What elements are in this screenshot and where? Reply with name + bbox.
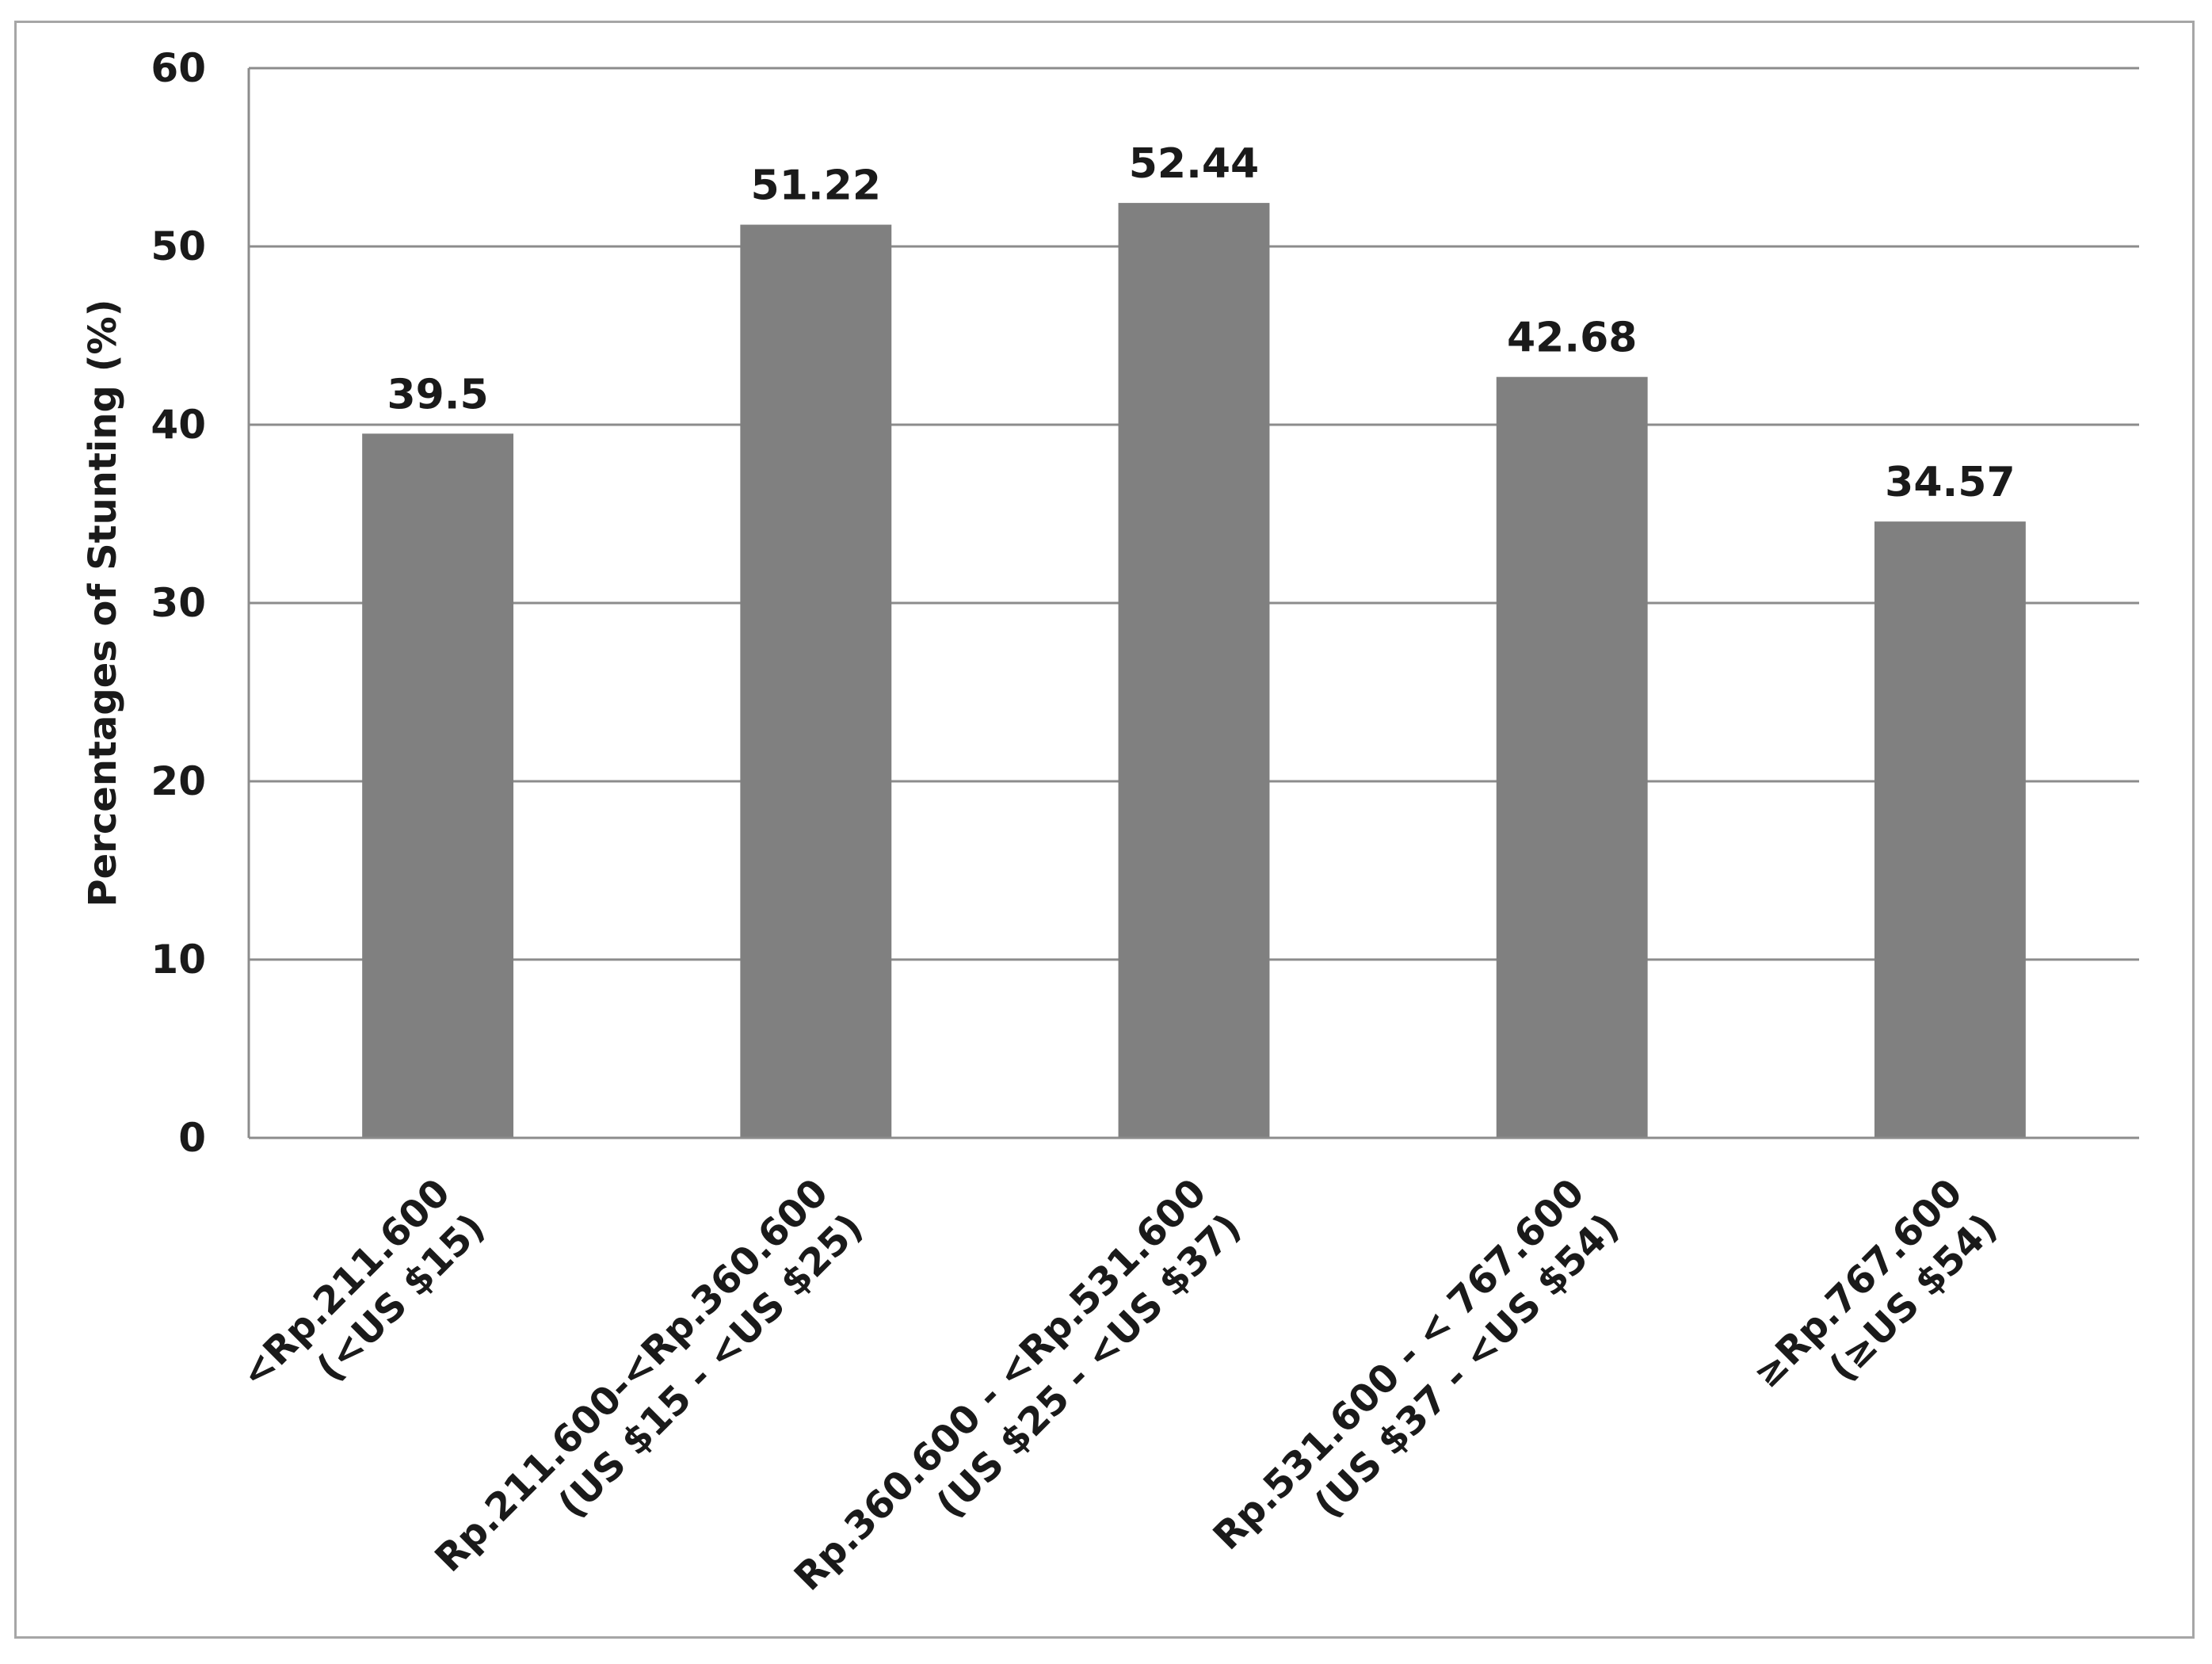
data-label: 52.44 [1129, 140, 1259, 188]
x-category-label-line2: (US $37 - <US $54) [1306, 1205, 1627, 1527]
bar [362, 433, 514, 1138]
x-category-label: <Rp.211.600(<US $15) [232, 1170, 494, 1397]
data-labels: 39.5 51.22 52.44 42.68 34.57 [387, 140, 2015, 506]
x-category-labels: <Rp.211.600(<US $15)Rp.211.600-<Rp.360.6… [232, 1170, 2006, 1600]
bar [740, 224, 892, 1138]
x-category-label: ≥Rp.767.600(≥US $54) [1745, 1170, 2006, 1397]
data-label: 51.22 [751, 162, 881, 210]
y-tick-label: 60 [151, 45, 206, 91]
y-axis-title: Percentages of Stunting (%) [81, 299, 125, 906]
x-category-label: Rp.531.600 - < 767.600(US $37 - <US $54) [1205, 1170, 1628, 1559]
data-label: 39.5 [387, 371, 488, 418]
x-category-label-line2: (US $15 - <US $25) [550, 1205, 871, 1527]
y-tick-label: 10 [151, 937, 206, 983]
data-label: 34.57 [1885, 459, 2015, 506]
y-tick-label: 30 [151, 580, 206, 626]
y-tick-label: 20 [151, 758, 206, 804]
y-tick-label: 40 [151, 402, 206, 448]
bar [1496, 376, 1648, 1138]
bar [1874, 521, 2026, 1138]
bar [1118, 203, 1270, 1139]
y-tick-labels: 0 10 20 30 40 50 60 [151, 45, 206, 1161]
x-category-label-line1: Rp.531.600 - < 767.600 [1205, 1170, 1593, 1559]
data-label: 42.68 [1507, 315, 1637, 362]
x-category-label-line2: (US $25 - <US $37) [928, 1205, 1249, 1527]
y-tick-label: 50 [151, 223, 206, 269]
bars [362, 203, 2026, 1139]
y-tick-label: 0 [178, 1115, 206, 1161]
axes [247, 68, 2139, 1139]
